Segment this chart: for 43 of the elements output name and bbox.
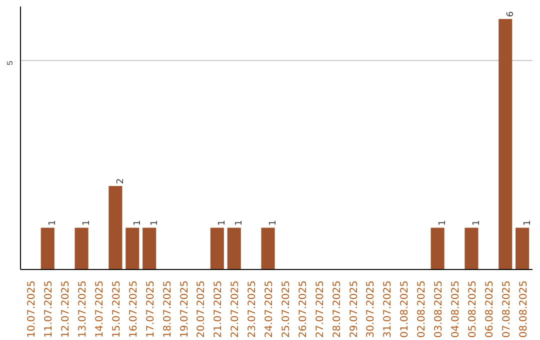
x-tick-label: 19.07.2025 [179,280,190,338]
y-tick-label: 5 [6,60,14,66]
x-tick-label: 01.08.2025 [400,280,411,338]
x-tick-label: 23.07.2025 [247,280,258,338]
x-tick-label: 26.07.2025 [298,280,309,338]
x-tick-label: 22.07.2025 [230,280,242,338]
x-tick-label: 12.07.2025 [60,280,72,338]
x-tick-label: 07.08.2025 [501,280,512,338]
x-tick-label: 13.07.2025 [78,280,89,338]
data-label: 1 [472,220,482,226]
x-tick-label: 30.07.2025 [366,280,377,338]
data-label: 1 [438,220,448,226]
x-tick-label: 05.08.2025 [467,280,478,338]
x-tick-label: 21.07.2025 [213,280,224,338]
x-tick-label: 25.07.2025 [280,280,292,338]
x-tick-label: 15.07.2025 [111,280,122,338]
x-tick-label: 10.07.2025 [26,280,38,338]
data-label: 1 [234,220,245,226]
data-label: 1 [82,220,92,226]
x-tick-label: 18.07.2025 [162,280,174,338]
data-label: 1 [132,220,143,226]
data-label: 6 [506,11,516,18]
x-tick-label: 02.08.2025 [416,280,428,338]
x-tick-label: 06.08.2025 [484,280,496,338]
x-tick-label: 14.07.2025 [94,280,106,338]
data-label: 1 [522,220,533,226]
x-tick-label: 03.08.2025 [434,280,445,338]
x-tick-label: 20.07.2025 [196,280,208,338]
x-tick-label: 27.07.2025 [314,280,326,338]
x-tick-label: 11.07.2025 [44,280,55,338]
x-tick-label: 08.08.2025 [518,280,530,338]
x-tick-label: 04.08.2025 [450,280,462,338]
x-tick-label: 29.07.2025 [348,280,360,338]
x-tick-label: 28.07.2025 [332,280,343,338]
data-label: 1 [268,220,279,226]
x-tick-label: 31.07.2025 [382,280,394,338]
data-label: 1 [48,220,58,226]
x-tick-label: 24.07.2025 [264,280,276,338]
data-label: 2 [116,178,126,184]
data-label: 1 [218,220,228,226]
x-tick-label: 16.07.2025 [128,280,140,338]
x-tick-label: 17.07.2025 [145,280,156,338]
data-label: 1 [150,220,160,226]
